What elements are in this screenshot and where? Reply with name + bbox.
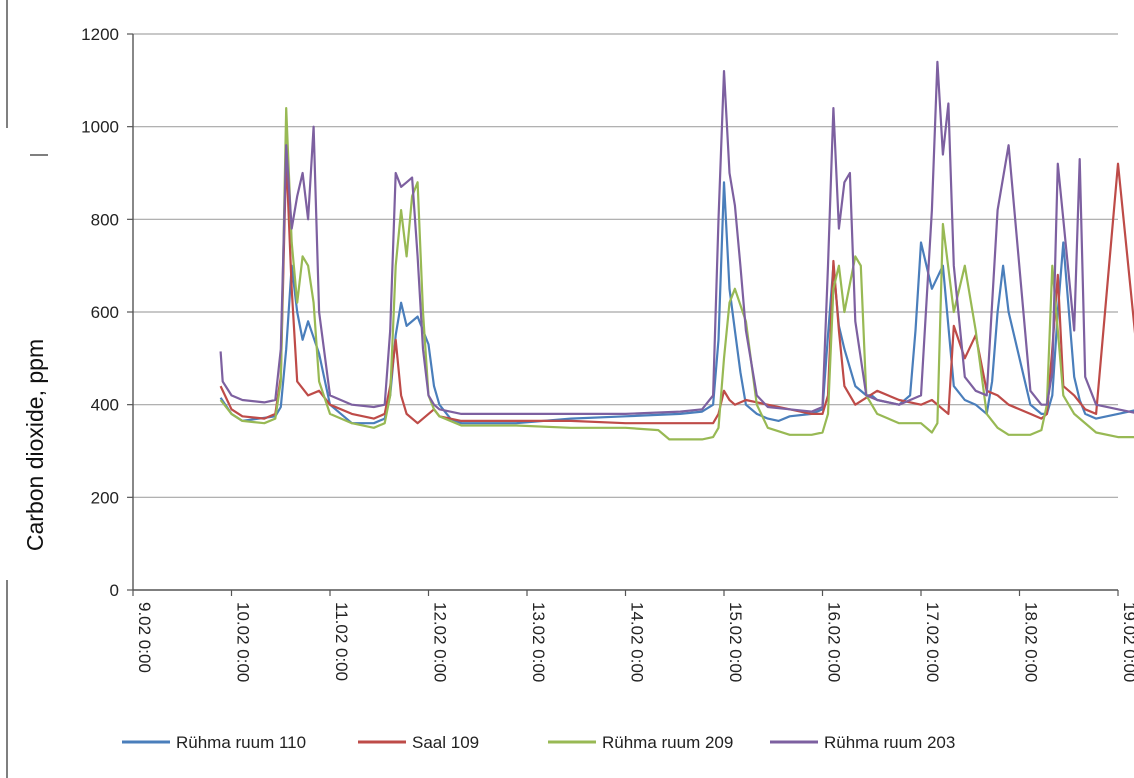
y-tick-label: 0 — [110, 581, 119, 600]
y-tick-label: 1000 — [81, 118, 119, 137]
series-line-4 — [219, 60, 1134, 415]
legend-label-2: Saal 109 — [412, 733, 479, 752]
x-tick-label: 16.02 0:00 — [825, 602, 844, 682]
series-lines — [219, 60, 1134, 441]
x-tick-label: 9.02 0:00 — [135, 602, 154, 673]
legend-label-4: Rühma ruum 203 — [824, 733, 955, 752]
y-tick-label: 200 — [91, 488, 119, 507]
series-line-2 — [219, 153, 1134, 425]
legend-label-1: Rühma ruum 110 — [176, 733, 306, 752]
x-tick-label: 14.02 0:00 — [628, 602, 647, 682]
x-tick-label: 15.02 0:00 — [726, 602, 745, 682]
legend-label-3: Rühma ruum 209 — [602, 733, 733, 752]
x-tick-labels: 9.02 0:00 10.02 0:00 11.02 0:00 12.02 0:00 1… — [135, 602, 1134, 682]
x-tick-label: 18.02 0:00 — [1022, 602, 1041, 682]
y-axis-label: Carbon dioxide, ppm — [22, 339, 48, 551]
y-tick-label: 800 — [91, 210, 119, 229]
x-tick-label: 10.02 0:00 — [234, 602, 253, 682]
y-tick-label: 400 — [91, 396, 119, 415]
x-tick-label: 11.02 0:00 — [332, 602, 351, 681]
x-tick-label: 13.02 0:00 — [529, 602, 548, 682]
x-tick-label: 19.02 0:00 — [1120, 602, 1134, 682]
x-tick-label: 12.02 0:00 — [431, 602, 450, 682]
x-tick-label: 17.02 0:00 — [923, 602, 942, 682]
y-tick-label: 1200 — [81, 25, 119, 44]
y-tick-labels: 0 200 400 600 800 1000 1200 — [81, 25, 119, 600]
axes — [127, 33, 1119, 596]
legend: Rühma ruum 110 Saal 109 Rühma ruum 209 Rühm… — [122, 733, 955, 752]
y-tick-label: 600 — [91, 303, 119, 322]
